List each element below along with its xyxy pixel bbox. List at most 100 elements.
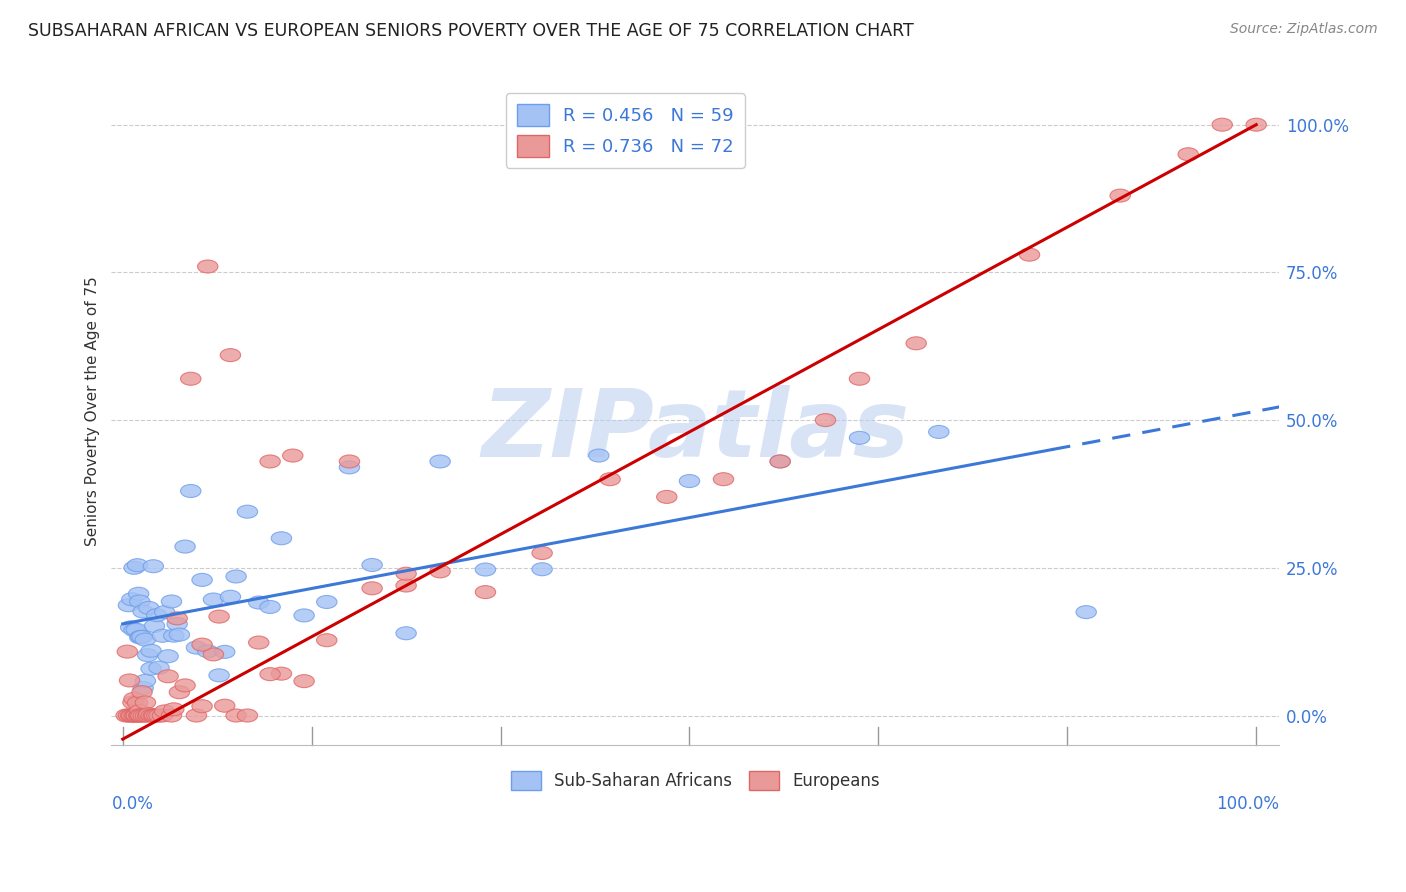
Ellipse shape [155, 606, 174, 619]
Ellipse shape [191, 699, 212, 713]
Ellipse shape [430, 565, 450, 578]
Ellipse shape [221, 591, 240, 603]
Ellipse shape [155, 705, 174, 718]
Ellipse shape [215, 646, 235, 658]
Ellipse shape [905, 337, 927, 350]
Ellipse shape [135, 696, 156, 709]
Ellipse shape [128, 558, 148, 572]
Ellipse shape [129, 631, 150, 644]
Ellipse shape [145, 709, 165, 722]
Ellipse shape [163, 629, 184, 642]
Ellipse shape [209, 669, 229, 681]
Ellipse shape [146, 709, 167, 722]
Ellipse shape [215, 699, 235, 712]
Ellipse shape [260, 455, 280, 468]
Ellipse shape [127, 624, 146, 636]
Ellipse shape [121, 593, 142, 606]
Ellipse shape [186, 709, 207, 722]
Ellipse shape [180, 484, 201, 498]
Ellipse shape [124, 709, 145, 722]
Ellipse shape [316, 633, 337, 647]
Ellipse shape [125, 709, 145, 722]
Y-axis label: Seniors Poverty Over the Age of 75: Seniors Poverty Over the Age of 75 [86, 277, 100, 546]
Ellipse shape [770, 455, 790, 468]
Ellipse shape [138, 648, 157, 662]
Ellipse shape [139, 707, 159, 721]
Ellipse shape [531, 563, 553, 575]
Ellipse shape [361, 582, 382, 595]
Ellipse shape [600, 473, 620, 485]
Ellipse shape [122, 696, 143, 709]
Ellipse shape [167, 612, 187, 625]
Ellipse shape [132, 631, 152, 643]
Ellipse shape [271, 532, 291, 545]
Ellipse shape [131, 631, 150, 643]
Ellipse shape [121, 709, 141, 722]
Ellipse shape [124, 624, 145, 637]
Ellipse shape [271, 667, 291, 681]
Ellipse shape [339, 455, 360, 468]
Ellipse shape [128, 587, 149, 600]
Text: 100.0%: 100.0% [1216, 795, 1279, 814]
Ellipse shape [157, 670, 179, 682]
Text: 0.0%: 0.0% [111, 795, 153, 814]
Ellipse shape [238, 709, 257, 722]
Ellipse shape [316, 596, 337, 608]
Ellipse shape [1178, 148, 1198, 161]
Ellipse shape [1212, 119, 1233, 131]
Ellipse shape [260, 600, 280, 614]
Ellipse shape [260, 667, 280, 681]
Ellipse shape [1019, 248, 1039, 261]
Ellipse shape [249, 636, 269, 649]
Ellipse shape [121, 621, 141, 634]
Ellipse shape [149, 661, 169, 674]
Ellipse shape [209, 610, 229, 624]
Legend: Sub-Saharan Africans, Europeans: Sub-Saharan Africans, Europeans [503, 764, 886, 797]
Ellipse shape [134, 709, 153, 722]
Text: Source: ZipAtlas.com: Source: ZipAtlas.com [1230, 22, 1378, 37]
Ellipse shape [1246, 119, 1267, 131]
Ellipse shape [339, 461, 360, 474]
Ellipse shape [174, 540, 195, 553]
Ellipse shape [294, 609, 315, 622]
Ellipse shape [186, 641, 207, 654]
Ellipse shape [713, 473, 734, 485]
Ellipse shape [531, 547, 553, 559]
Ellipse shape [396, 567, 416, 580]
Ellipse shape [283, 449, 302, 462]
Ellipse shape [238, 505, 257, 518]
Ellipse shape [157, 649, 179, 663]
Ellipse shape [131, 709, 150, 722]
Ellipse shape [928, 425, 949, 439]
Ellipse shape [145, 619, 165, 632]
Ellipse shape [294, 674, 315, 688]
Ellipse shape [396, 627, 416, 640]
Ellipse shape [226, 709, 246, 722]
Ellipse shape [198, 645, 218, 657]
Ellipse shape [120, 674, 139, 687]
Ellipse shape [169, 628, 190, 641]
Ellipse shape [198, 260, 218, 273]
Ellipse shape [815, 414, 835, 426]
Ellipse shape [204, 648, 224, 661]
Ellipse shape [163, 703, 184, 715]
Ellipse shape [361, 558, 382, 572]
Ellipse shape [249, 596, 269, 609]
Ellipse shape [143, 709, 163, 722]
Ellipse shape [1109, 189, 1130, 202]
Ellipse shape [135, 709, 156, 722]
Ellipse shape [204, 593, 224, 606]
Ellipse shape [152, 629, 173, 642]
Ellipse shape [191, 638, 212, 651]
Ellipse shape [162, 709, 181, 722]
Ellipse shape [138, 709, 157, 722]
Ellipse shape [589, 449, 609, 462]
Ellipse shape [129, 705, 150, 717]
Ellipse shape [191, 574, 212, 586]
Ellipse shape [124, 692, 145, 706]
Ellipse shape [162, 595, 181, 608]
Ellipse shape [174, 679, 195, 692]
Ellipse shape [475, 563, 496, 576]
Ellipse shape [396, 579, 416, 592]
Ellipse shape [146, 608, 167, 622]
